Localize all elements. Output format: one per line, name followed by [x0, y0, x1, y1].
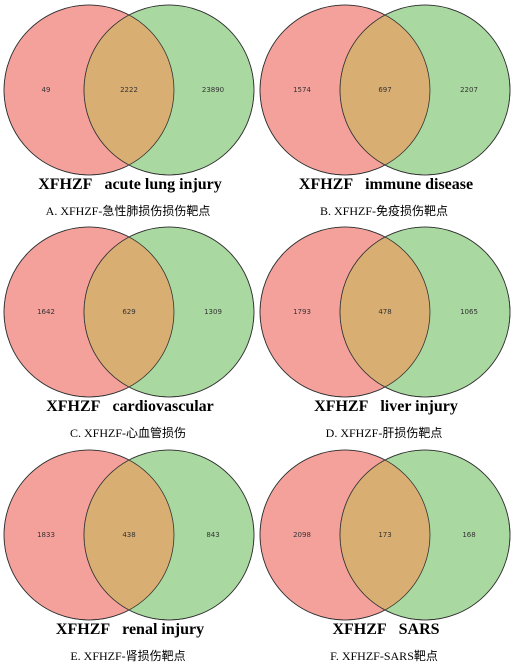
overlap-region [340, 227, 430, 397]
overlap-region [340, 450, 430, 620]
region-count: 1065 [460, 308, 478, 316]
set-labels: XFHZF acute lung injury [38, 176, 222, 193]
set-outline [3, 226, 175, 398]
region-count: 1642 [37, 308, 55, 316]
region-count: 173 [378, 531, 391, 539]
set-label: XFHZF [56, 621, 110, 638]
region-count: 843 [206, 531, 219, 539]
set-outline [259, 226, 431, 398]
set-label: XFHZF [38, 176, 92, 193]
venn-diagram: 1642 629 1309 XFHZF cardiovascular C. XFHZF-心… [3, 226, 255, 440]
venn-diagram: 49 2222 23890 XFHZF acute lung injury A. XFHZ… [3, 4, 255, 218]
region-count: 23890 [202, 86, 224, 94]
set-labels: XFHZF immune disease [299, 176, 473, 193]
region-count: 1833 [37, 531, 55, 539]
overlap-region [340, 5, 430, 175]
region-count: 1793 [293, 308, 311, 316]
region-count: 49 [42, 86, 51, 94]
set-label: XFHZF [314, 398, 368, 415]
set-label: acute lung injury [104, 176, 221, 193]
set-outline [3, 449, 175, 621]
set-label: XFHZF [46, 398, 100, 415]
region-count: 2207 [460, 86, 478, 94]
set-outline [3, 4, 175, 176]
region-count: 478 [378, 308, 391, 316]
venn-diagram: 2098 173 168 XFHZF SARS F. XFHZF-SARS靶点 [259, 449, 511, 663]
region-count: 2098 [293, 531, 311, 539]
region-count: 697 [378, 86, 391, 94]
set-outline [339, 449, 511, 621]
venn-diagram: 1793 478 1065 XFHZF liver injury D. XFHZF-肝损伤… [259, 226, 511, 440]
set-labels: XFHZF cardiovascular [46, 398, 214, 415]
set-label: liver injury [380, 398, 457, 415]
set-labels: XFHZF renal injury [56, 621, 204, 638]
set-labels: XFHZF liver injury [314, 398, 458, 415]
caption: F. XFHZF-SARS靶点 [330, 649, 438, 663]
set-labels: XFHZF SARS [332, 621, 439, 638]
region-count: 438 [122, 531, 135, 539]
venn-diagram: 1574 697 2207 XFHZF immune disease B. XFHZF-免… [259, 4, 511, 218]
set-outline [259, 4, 431, 176]
region-count: 1574 [293, 86, 311, 94]
region-count: 1309 [204, 308, 222, 316]
set-label: SARS [399, 621, 440, 638]
caption: A. XFHZF-急性肺损伤损伤靶点 [46, 203, 211, 218]
set-label: renal injury [122, 621, 204, 638]
set-outline [83, 4, 255, 176]
region-count: 629 [122, 308, 135, 316]
overlap-region [84, 450, 174, 620]
caption: B. XFHZF-免疫损伤靶点 [320, 203, 448, 218]
set-outline [83, 449, 255, 621]
caption: C. XFHZF-心血管损伤 [70, 425, 186, 440]
caption: E. XFHZF-肾损伤靶点 [70, 649, 185, 663]
overlap-region [84, 227, 174, 397]
venn-diagram: 1833 438 843 XFHZF renal injury E. XFHZF-肾损伤靶… [3, 449, 255, 663]
region-count: 2222 [120, 86, 138, 94]
set-label: XFHZF [332, 621, 386, 638]
set-outline [339, 226, 511, 398]
set-label: cardiovascular [112, 398, 213, 415]
region-count: 168 [462, 531, 475, 539]
set-outline [83, 226, 255, 398]
overlap-region [84, 5, 174, 175]
set-label: immune disease [365, 176, 473, 193]
set-outline [259, 449, 431, 621]
set-label: XFHZF [299, 176, 353, 193]
set-outline [339, 4, 511, 176]
caption: D. XFHZF-肝损伤靶点 [326, 426, 443, 440]
